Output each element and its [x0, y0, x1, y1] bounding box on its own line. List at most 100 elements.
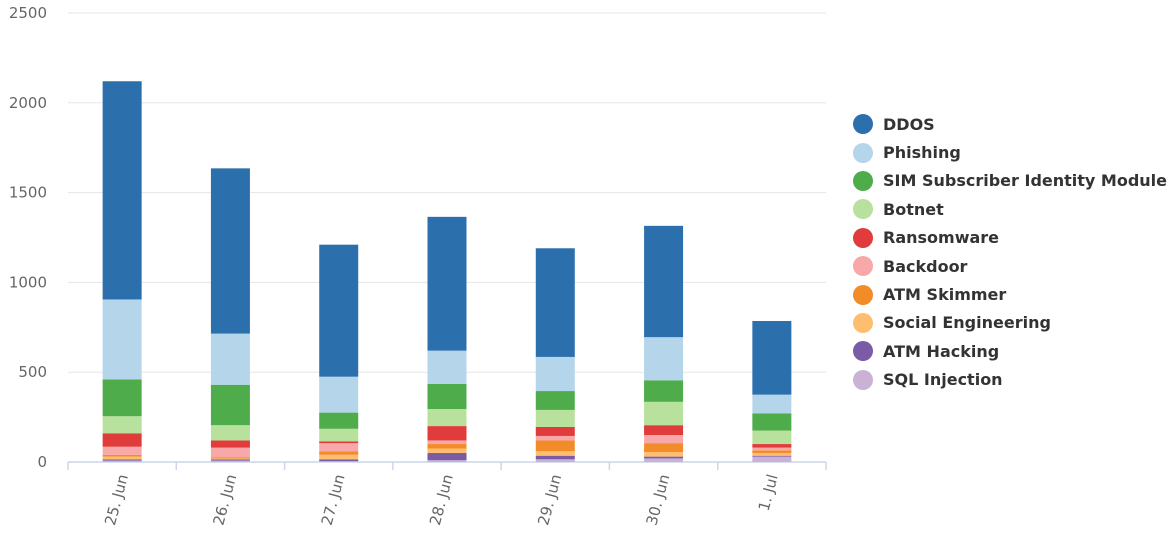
legend-label: DDOS: [883, 114, 935, 134]
bar-segment[interactable]: [102, 456, 142, 460]
bar-segment[interactable]: [102, 416, 142, 434]
bar-segment[interactable]: [535, 455, 575, 460]
bar-segment[interactable]: [210, 459, 250, 461]
legend-item[interactable]: ATM Skimmer: [853, 280, 1167, 308]
bar-segment[interactable]: [210, 440, 250, 448]
bar-segment[interactable]: [535, 435, 575, 441]
bar-segment[interactable]: [427, 409, 467, 427]
bar-segment[interactable]: [535, 459, 575, 462]
bar-segment[interactable]: [319, 443, 359, 452]
bar-segment[interactable]: [644, 452, 684, 457]
bar-segment[interactable]: [427, 350, 467, 384]
legend-label: Botnet: [883, 199, 944, 219]
y-axis-ticks: 0 500 1000 1500 2000 2500: [9, 4, 47, 471]
bar-segment[interactable]: [210, 460, 250, 462]
bar-segment[interactable]: [319, 454, 359, 460]
bar-segment[interactable]: [102, 433, 142, 447]
bar-segment[interactable]: [210, 168, 250, 334]
x-tick-label: 27. Jun: [318, 472, 349, 527]
legend-item[interactable]: SQL Injection: [853, 366, 1167, 394]
bar-segment[interactable]: [319, 441, 359, 444]
bar-segment[interactable]: [752, 453, 792, 456]
bar-segment[interactable]: [535, 248, 575, 357]
bar-segment[interactable]: [752, 456, 792, 462]
bar-segment[interactable]: [102, 299, 142, 380]
bar-segment[interactable]: [102, 379, 142, 417]
legend-item[interactable]: Ransomware: [853, 224, 1167, 252]
y-tick-label: 1000: [9, 273, 47, 291]
bar-segment[interactable]: [210, 425, 250, 441]
bar-segment[interactable]: [319, 244, 359, 377]
bar-segment[interactable]: [752, 455, 792, 457]
bar-segment[interactable]: [427, 453, 467, 461]
bar-segment[interactable]: [644, 337, 684, 381]
bar-segment[interactable]: [102, 446, 142, 455]
x-tick-label: 28. Jun: [426, 472, 457, 527]
legend-item[interactable]: ATM Hacking: [853, 337, 1167, 365]
y-tick-label: 0: [37, 453, 47, 471]
bar-segment[interactable]: [210, 384, 250, 426]
bar-segment[interactable]: [535, 356, 575, 392]
bar-segment[interactable]: [752, 444, 792, 448]
bar-segment[interactable]: [427, 426, 467, 441]
legend-label: ATM Skimmer: [883, 285, 1007, 305]
bar-segment[interactable]: [319, 412, 359, 429]
bar-segment[interactable]: [535, 451, 575, 456]
bar-segment[interactable]: [644, 225, 684, 338]
bar-segment[interactable]: [644, 401, 684, 426]
bar-segment[interactable]: [644, 456, 684, 459]
legend-item[interactable]: DDOS: [853, 110, 1167, 138]
bar-segment[interactable]: [752, 321, 792, 395]
bar-segment[interactable]: [319, 461, 359, 462]
bar-segment[interactable]: [210, 333, 250, 385]
bar-segment[interactable]: [535, 409, 575, 427]
legend-label: Phishing: [883, 143, 961, 163]
x-tick-label: 26. Jun: [209, 472, 240, 527]
bar-segment[interactable]: [102, 454, 142, 457]
bar-segment[interactable]: [644, 458, 684, 462]
legend-item[interactable]: Social Engineering: [853, 309, 1167, 337]
x-axis-ticks: 25. Jun 26. Jun 27. Jun 28. Jun 29. Jun 30. J…: [67, 462, 827, 527]
bar-segment[interactable]: [319, 428, 359, 442]
bar-segment[interactable]: [102, 81, 142, 300]
bar-segment[interactable]: [427, 444, 467, 449]
bar-segment[interactable]: [319, 376, 359, 413]
legend-item[interactable]: Phishing: [853, 138, 1167, 166]
bar-segment[interactable]: [535, 440, 575, 452]
legend-marker-icon: [853, 114, 873, 135]
bar-segment[interactable]: [427, 383, 467, 410]
bar-segment[interactable]: [210, 457, 250, 459]
bar-segment[interactable]: [752, 447, 792, 451]
legend-label: Social Engineering: [883, 313, 1051, 333]
bar-segment[interactable]: [210, 458, 250, 460]
bar-segment[interactable]: [644, 435, 684, 444]
bar-segment[interactable]: [319, 459, 359, 462]
bar-segment[interactable]: [319, 451, 359, 455]
bar-segment[interactable]: [644, 425, 684, 436]
legend-item[interactable]: Backdoor: [853, 252, 1167, 280]
bar-segment[interactable]: [102, 459, 142, 461]
legend-item[interactable]: SIM Subscriber Identity Module: [853, 167, 1167, 195]
x-tick-label: 30. Jun: [643, 472, 674, 527]
bar-segment[interactable]: [535, 391, 575, 410]
bar-segment[interactable]: [644, 443, 684, 453]
bar-segment[interactable]: [427, 440, 467, 445]
legend-label: SIM Subscriber Identity Module: [883, 171, 1168, 191]
bar-segment[interactable]: [427, 460, 467, 462]
bar-segment[interactable]: [644, 380, 684, 402]
y-tick-label: 2000: [9, 94, 47, 112]
y-tick-label: 2500: [9, 4, 47, 22]
bars: [102, 81, 792, 462]
bar-segment[interactable]: [752, 450, 792, 454]
bar-segment[interactable]: [752, 413, 792, 431]
bar-segment[interactable]: [427, 448, 467, 454]
bar-segment[interactable]: [535, 426, 575, 436]
bar-segment[interactable]: [210, 447, 250, 458]
bar-segment[interactable]: [752, 430, 792, 445]
bar-segment[interactable]: [102, 460, 142, 462]
bar-segment[interactable]: [427, 216, 467, 351]
bar-segment[interactable]: [752, 394, 792, 414]
legend-item[interactable]: Botnet: [853, 195, 1167, 223]
legend-label: Backdoor: [883, 256, 968, 276]
legend-marker-icon: [853, 284, 873, 305]
